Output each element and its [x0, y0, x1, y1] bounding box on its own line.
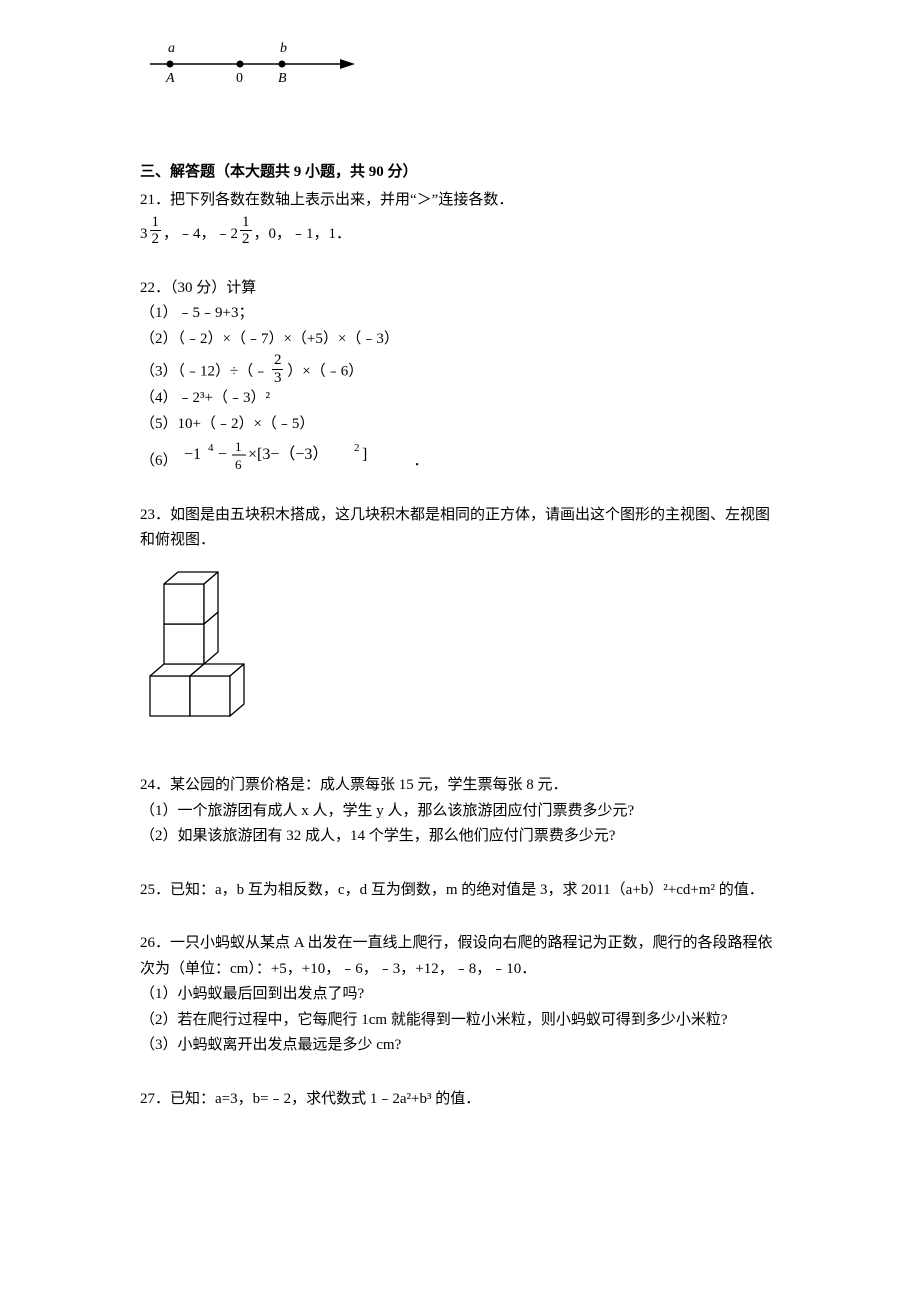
p22-item1: （1）﹣5﹣9+3； — [140, 301, 780, 327]
p21-frac2: 12 — [240, 214, 252, 248]
p23-stem: 23．如图是由五块积木搭成，这几块积木都是相同的正方体，请画出这个图形的主视图、… — [140, 503, 780, 554]
section-3-title: 三、解答题（本大题共 9 小题，共 90 分） — [140, 160, 780, 186]
svg-text:−: − — [218, 446, 227, 463]
p22-item4: （4）﹣2³+（﹣3）² — [140, 386, 780, 412]
p21-mid: ，﹣4，﹣2 — [163, 222, 238, 248]
problem-26: 26．一只小蚂蚁从某点 A 出发在一直线上爬行，假设向右爬的路程记为正数，爬行的… — [140, 931, 780, 1059]
p22-item3-frac: 23 — [272, 352, 284, 386]
p22-item3: （3）（﹣12）÷（﹣ 23 ）×（﹣6） — [140, 352, 780, 386]
p24-item1: （1）一个旅游团有成人 x 人，学生 y 人，那么该旅游团应付门票费多少元? — [140, 799, 780, 825]
p21-prefix1: 3 — [140, 222, 148, 248]
p22-item3-pre: （3）（﹣12）÷（﹣ — [140, 364, 268, 380]
svg-text:1: 1 — [235, 439, 242, 454]
svg-text:−1: −1 — [184, 446, 201, 463]
label-A: A — [165, 71, 175, 86]
svg-text:4: 4 — [208, 442, 214, 454]
problem-22: 22．（30 分）计算 （1）﹣5﹣9+3； （2）（﹣2）×（﹣7）×（+5）… — [140, 276, 780, 475]
p26-item1: （1）小蚂蚁最后回到出发点了吗? — [140, 982, 780, 1008]
svg-text:6: 6 — [235, 457, 242, 472]
p25-stem: 25．已知：a，b 互为相反数，c，d 互为倒数，m 的绝对值是 3，求 201… — [140, 878, 780, 904]
label-B: B — [278, 71, 287, 86]
p21-frac1: 12 — [150, 214, 162, 248]
p26-item2: （2）若在爬行过程中，它每爬行 1cm 就能得到一粒小米粒，则小蚂蚁可得到多少小… — [140, 1008, 780, 1034]
p24-item2: （2）如果该旅游团有 32 成人，14 个学生，那么他们应付门票费多少元? — [140, 824, 780, 850]
svg-text:2: 2 — [354, 442, 360, 454]
svg-text:×[3−（−3）: ×[3−（−3） — [248, 445, 328, 463]
svg-text:]: ] — [362, 446, 367, 463]
p21-suffix: ，0，﹣1，1． — [254, 222, 352, 248]
p26-stem: 26．一只小蚂蚁从某点 A 出发在一直线上爬行，假设向右爬的路程记为正数，爬行的… — [140, 931, 780, 982]
number-line-figure: a b A 0 B — [150, 40, 780, 100]
p22-item2: （2）（﹣2）×（﹣7）×（+5）×（﹣3） — [140, 327, 780, 353]
cube-figure — [140, 566, 780, 746]
label-a: a — [168, 41, 175, 56]
problem-25: 25．已知：a，b 互为相反数，c，d 互为倒数，m 的绝对值是 3，求 201… — [140, 878, 780, 904]
p22-item3-post: ）×（﹣6） — [287, 364, 363, 380]
problem-23: 23．如图是由五块积木搭成，这几块积木都是相同的正方体，请画出这个图形的主视图、… — [140, 503, 780, 746]
p24-stem: 24．某公园的门票价格是：成人票每张 15 元，学生票每张 8 元． — [140, 773, 780, 799]
p22-item6-formula: −1 4 − 1 6 ×[3−（−3） 2 ] — [178, 437, 414, 475]
p22-stem: 22．（30 分）计算 — [140, 276, 780, 302]
p22-item6-label: （6） — [140, 449, 178, 475]
label-b: b — [280, 41, 287, 56]
problem-24: 24．某公园的门票价格是：成人票每张 15 元，学生票每张 8 元． （1）一个… — [140, 773, 780, 850]
p22-item6-suffix: ． — [414, 449, 429, 475]
problem-21: 21．把下列各数在数轴上表示出来，并用“＞”连接各数． 3 12 ，﹣4，﹣2 … — [140, 188, 780, 248]
problem-27: 27．已知：a=3，b=﹣2，求代数式 1﹣2a²+b³ 的值． — [140, 1087, 780, 1113]
p21-stem: 21．把下列各数在数轴上表示出来，并用“＞”连接各数． — [140, 188, 780, 214]
p26-item3: （3）小蚂蚁离开出发点最远是多少 cm? — [140, 1033, 780, 1059]
label-0: 0 — [236, 71, 243, 86]
p22-item5: （5）10+（﹣2）×（﹣5） — [140, 412, 780, 438]
p21-values: 3 12 ，﹣4，﹣2 12 ，0，﹣1，1． — [140, 214, 780, 248]
p27-stem: 27．已知：a=3，b=﹣2，求代数式 1﹣2a²+b³ 的值． — [140, 1087, 780, 1113]
